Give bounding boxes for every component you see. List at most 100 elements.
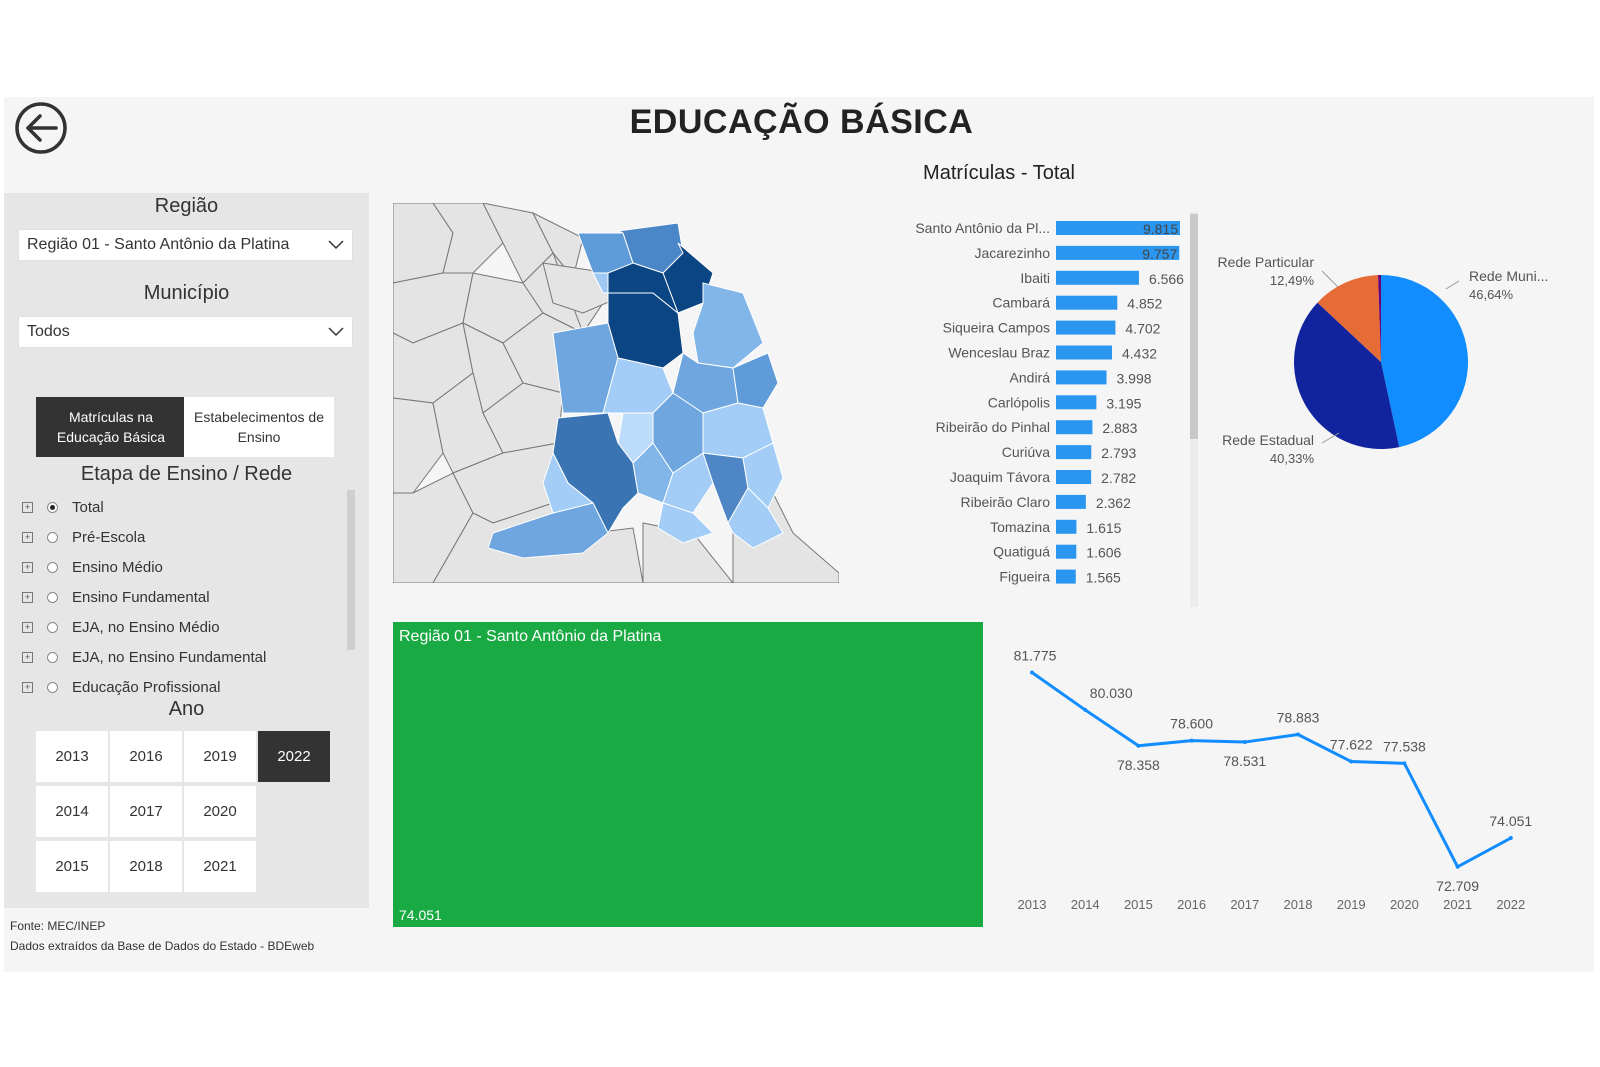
etapa-item[interactable]: + Ensino Fundamental [22, 582, 342, 612]
pie-chart-rede[interactable]: Rede Muni... 46,64% Rede Estadual 40,33% Red… [1214, 247, 1594, 487]
line-point[interactable] [1030, 670, 1034, 675]
toggle-estabelecimentos[interactable]: Estabelecimentos de Ensino [184, 397, 334, 457]
bar-scroll-thumb[interactable] [1190, 214, 1198, 439]
radio-button[interactable] [47, 501, 58, 513]
bar[interactable] [1056, 221, 1180, 235]
bar[interactable] [1056, 245, 1180, 260]
etapa-item[interactable]: + Pré-Escola [22, 522, 342, 552]
year-button-2017[interactable]: 2017 [110, 786, 182, 837]
year-button-2019[interactable]: 2019 [184, 731, 256, 782]
expand-icon[interactable]: + [22, 561, 33, 573]
etapa-item-label: Pré-Escola [72, 528, 146, 546]
municipio-dropdown[interactable]: Todos [18, 316, 353, 348]
line-point[interactable] [1402, 761, 1407, 766]
bar[interactable] [1056, 470, 1092, 484]
bar[interactable] [1056, 295, 1118, 310]
map-svg [392, 202, 840, 584]
radio-button[interactable] [47, 621, 58, 633]
pie-slice[interactable] [1378, 275, 1381, 362]
chart-subtitle: Matrículas - Total [923, 162, 1075, 184]
bar[interactable] [1056, 420, 1093, 435]
etapa-item[interactable]: + Total [22, 492, 342, 522]
regiao-dropdown[interactable]: Região 01 - Santo Antônio da Platina [18, 229, 353, 261]
pie-slice-pct: 40,33% [1270, 451, 1315, 466]
radio-button[interactable] [47, 531, 58, 543]
bar[interactable] [1056, 370, 1107, 385]
region-map[interactable] [392, 202, 840, 584]
line-value-label: 78.600 [1170, 716, 1213, 732]
bar[interactable] [1056, 569, 1076, 584]
bar-category-label: Andirá [1010, 369, 1051, 385]
pie-slice[interactable] [1294, 302, 1400, 449]
bar[interactable] [1056, 345, 1112, 360]
bar[interactable] [1056, 270, 1139, 285]
toggle-matriculas[interactable]: Matrículas na Educação Básica [36, 397, 186, 457]
line-value-label: 81.775 [1014, 648, 1057, 664]
etapa-item-label: EJA, no Ensino Médio [72, 618, 220, 636]
line-value-label: 72.709 [1436, 878, 1479, 894]
pie-slice[interactable] [1381, 275, 1468, 448]
line-point[interactable] [1296, 732, 1300, 737]
line-point[interactable] [1242, 740, 1247, 745]
pie-slice-label: Rede Estadual [1222, 432, 1314, 448]
bar-category-label: Joaquim Távora [950, 469, 1050, 485]
line-point[interactable] [1189, 738, 1194, 743]
back-arrow-icon [15, 102, 67, 154]
bar[interactable] [1056, 519, 1077, 534]
bar-value-label: 3.998 [1117, 370, 1152, 386]
etapa-item-label: Total [72, 498, 104, 516]
x-tick-label: 2016 [1177, 897, 1206, 912]
year-button-2021[interactable]: 2021 [184, 841, 256, 892]
line-chart-anos[interactable]: 81.775 2013 80.030 2014 78.358 2015 78.600 2016… [1004, 637, 1564, 927]
radio-button[interactable] [47, 561, 58, 573]
year-button-2022[interactable]: 2022 [258, 731, 330, 782]
etapa-item[interactable]: + Ensino Médio [22, 552, 342, 582]
expand-icon[interactable]: + [22, 651, 33, 663]
expand-icon[interactable]: + [22, 501, 33, 513]
line-series[interactable] [1031, 671, 1512, 869]
etapa-item[interactable]: + Educação Profissional [22, 672, 342, 702]
radio-button[interactable] [47, 591, 58, 603]
line-point[interactable] [1508, 836, 1513, 841]
etapa-item[interactable]: + EJA, no Ensino Médio [22, 612, 342, 642]
bar[interactable] [1056, 544, 1077, 559]
bar-value-label: 1.606 [1086, 545, 1121, 561]
year-button-2018[interactable]: 2018 [110, 841, 182, 892]
year-button-2014[interactable]: 2014 [36, 786, 108, 837]
radio-button[interactable] [47, 681, 58, 693]
bar-category-label: Ibaiti [1020, 270, 1050, 286]
radio-button[interactable] [47, 651, 58, 663]
year-button-2016[interactable]: 2016 [110, 731, 182, 782]
etapa-item[interactable]: + EJA, no Ensino Fundamental [22, 642, 342, 672]
bar-value-label: 4.432 [1122, 346, 1157, 362]
bar-value-label: 9.815 [1143, 221, 1178, 237]
bar[interactable] [1056, 445, 1092, 460]
year-button-2015[interactable]: 2015 [36, 841, 108, 892]
year-button-2020[interactable]: 2020 [184, 786, 256, 837]
bar-value-label: 2.782 [1101, 470, 1136, 486]
line-point[interactable] [1083, 707, 1088, 712]
bar-category-label: Figueira [999, 569, 1050, 585]
line-point[interactable] [1349, 759, 1354, 764]
bar-value-label: 1.565 [1086, 570, 1121, 586]
line-point[interactable] [1136, 743, 1141, 748]
expand-icon[interactable]: + [22, 681, 33, 693]
back-button[interactable] [14, 101, 68, 155]
x-tick-label: 2017 [1230, 897, 1259, 912]
bar[interactable] [1056, 395, 1097, 410]
expand-icon[interactable]: + [22, 591, 33, 603]
bar-category-label: Wenceslau Braz [948, 345, 1050, 361]
treemap-region[interactable]: Região 01 - Santo Antônio da Platina 74.… [393, 622, 983, 927]
etapa-scrollbar[interactable] [347, 490, 355, 650]
chevron-down-icon [328, 327, 344, 337]
municipio-value: Todos [27, 323, 70, 340]
bar-chart-municipios[interactable]: Santo Antônio da Pl... 9.815 Jacarezinho 9.… [884, 212, 1194, 612]
pie-slice[interactable] [1317, 275, 1381, 362]
line-point[interactable] [1455, 864, 1460, 869]
bar[interactable] [1056, 320, 1116, 335]
bar[interactable] [1056, 494, 1086, 509]
expand-icon[interactable]: + [22, 531, 33, 543]
x-tick-label: 2021 [1443, 897, 1472, 912]
expand-icon[interactable]: + [22, 621, 33, 633]
year-button-2013[interactable]: 2013 [36, 731, 108, 782]
